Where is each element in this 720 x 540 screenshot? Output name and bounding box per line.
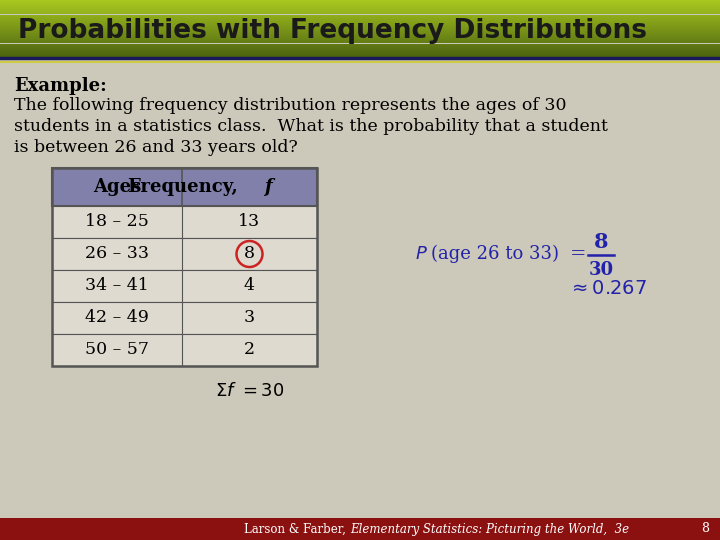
Text: Larson & Farber,: Larson & Farber,	[244, 523, 350, 536]
Bar	[0, 26, 720, 27]
Bar	[52, 238, 317, 270]
Bar	[0, 4, 720, 5]
Text: is between 26 and 33 years old?: is between 26 and 33 years old?	[14, 139, 298, 156]
Bar	[0, 56, 720, 57]
Bar	[52, 270, 317, 302]
Bar	[0, 54, 720, 55]
Bar	[0, 35, 720, 36]
Bar	[52, 168, 317, 366]
Bar	[0, 1, 720, 2]
Text: Probabilities with Frequency Distributions: Probabilities with Frequency Distributio…	[18, 18, 647, 44]
Text: 3: 3	[244, 309, 255, 327]
Bar	[0, 48, 720, 49]
Text: 8: 8	[244, 246, 255, 262]
Text: 8: 8	[594, 232, 608, 252]
Text: =: =	[570, 245, 587, 263]
Text: 13: 13	[238, 213, 261, 231]
Bar	[0, 5, 720, 6]
Text: $\Sigma f\ =30$: $\Sigma f\ =30$	[215, 382, 284, 400]
Bar	[0, 12, 720, 14]
Bar	[0, 8, 720, 9]
Text: 8: 8	[701, 523, 709, 536]
Bar	[0, 37, 720, 38]
Bar	[0, 9, 720, 10]
Bar	[0, 2, 720, 3]
Bar	[0, 45, 720, 46]
Bar	[0, 27, 720, 28]
Bar	[52, 302, 317, 334]
Bar	[0, 28, 720, 29]
Bar	[0, 30, 720, 31]
Bar	[0, 36, 720, 37]
Bar	[0, 51, 720, 52]
Bar	[0, 33, 720, 34]
Bar	[0, 38, 720, 39]
Bar	[0, 44, 720, 45]
Bar	[0, 32, 720, 33]
Bar	[0, 22, 720, 23]
Text: f: f	[264, 178, 271, 196]
Bar	[0, 52, 720, 53]
Text: students in a statistics class.  What is the probability that a student: students in a statistics class. What is …	[14, 118, 608, 135]
Text: 4: 4	[244, 278, 255, 294]
Bar	[0, 39, 720, 40]
Bar	[0, 24, 720, 25]
Bar	[0, 18, 720, 19]
Bar	[0, 518, 720, 540]
Bar	[0, 3, 720, 4]
Bar	[0, 57, 720, 58]
Bar	[0, 55, 720, 56]
Bar	[0, 17, 720, 18]
Bar	[0, 23, 720, 24]
Bar	[0, 7, 720, 8]
Bar	[52, 206, 317, 238]
Bar	[0, 16, 720, 17]
Bar	[0, 29, 720, 30]
Bar	[0, 42, 720, 43]
Text: 50 – 57: 50 – 57	[85, 341, 149, 359]
Text: Example:: Example:	[14, 77, 107, 95]
Text: Ages: Ages	[93, 178, 141, 196]
Bar	[0, 25, 720, 26]
Bar	[0, 43, 720, 44]
Text: Frequency,: Frequency,	[128, 178, 245, 196]
Bar	[52, 168, 317, 206]
Text: (age 26 to 33): (age 26 to 33)	[431, 245, 559, 263]
Bar	[0, 19, 720, 21]
Bar	[0, 21, 720, 22]
Text: 26 – 33: 26 – 33	[85, 246, 149, 262]
Text: The following frequency distribution represents the ages of 30: The following frequency distribution rep…	[14, 97, 567, 114]
Bar	[0, 31, 720, 32]
Text: 2: 2	[244, 341, 255, 359]
Text: 30: 30	[588, 261, 613, 279]
Bar	[0, 34, 720, 35]
Bar	[0, 50, 720, 51]
Text: Elementary Statistics: Picturing the World,  3e: Elementary Statistics: Picturing the Wor…	[350, 523, 629, 536]
Bar	[0, 0, 720, 1]
Bar	[0, 49, 720, 50]
Bar	[0, 10, 720, 11]
Bar	[0, 40, 720, 42]
Text: 34 – 41: 34 – 41	[85, 278, 149, 294]
Text: $P$: $P$	[415, 245, 428, 263]
Bar	[0, 14, 720, 15]
Bar	[0, 11, 720, 12]
Bar	[0, 15, 720, 16]
Bar	[0, 46, 720, 48]
Bar	[0, 53, 720, 54]
Text: 42 – 49: 42 – 49	[85, 309, 149, 327]
Bar	[0, 6, 720, 7]
Bar	[52, 334, 317, 366]
Text: $\approx 0.267$: $\approx 0.267$	[568, 279, 647, 298]
Text: 18 – 25: 18 – 25	[85, 213, 149, 231]
